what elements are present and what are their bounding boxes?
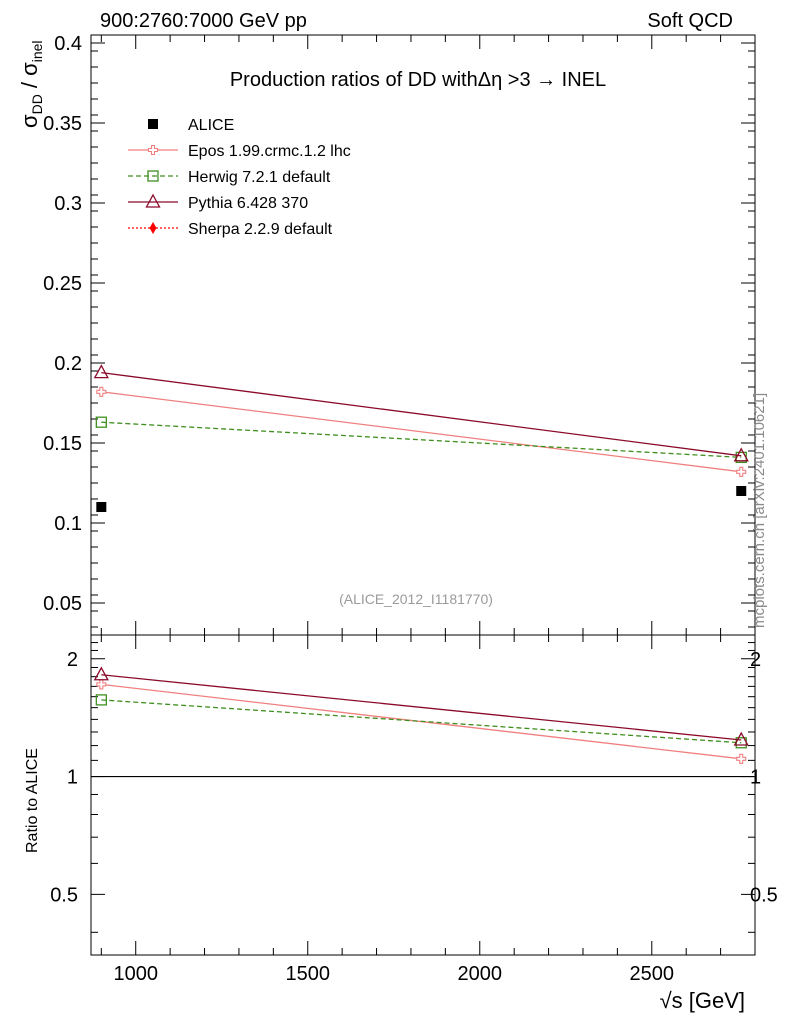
legend-label: Herwig 7.2.1 default xyxy=(188,169,331,186)
data-point xyxy=(736,466,747,477)
legend-label: ALICE xyxy=(188,117,234,134)
side-credit: mcplots.cern.ch [arXiv:2401.10621] xyxy=(751,393,768,628)
legend-marker xyxy=(145,193,161,208)
header-right: Soft QCD xyxy=(647,10,733,32)
x-tick-label: 2500 xyxy=(630,963,675,985)
x-tick-label: 1500 xyxy=(285,963,330,985)
data-point xyxy=(96,386,107,397)
data-point xyxy=(736,486,747,496)
legend-label: Epos 1.99.crmc.1.2 lhc xyxy=(188,143,351,160)
data-point xyxy=(733,447,749,462)
x-axis-label: √s [GeV] xyxy=(660,988,745,1013)
ratio-data-point xyxy=(95,694,107,706)
legend-marker xyxy=(147,144,159,156)
legend-marker xyxy=(149,222,157,234)
header-left: 900:2760:7000 GeV pp xyxy=(100,10,307,32)
y-tick-label: 0.25 xyxy=(43,273,82,295)
legend-marker xyxy=(148,119,158,129)
y-tick-label: 0.05 xyxy=(43,593,82,615)
ratio-data-point xyxy=(736,753,747,764)
ratio-y-tick-label-right: 0.5 xyxy=(750,884,778,906)
ratio-y-tick-label: 2 xyxy=(67,649,78,671)
ratio-y-tick-label-right: 2 xyxy=(750,649,761,671)
ratio-y-tick-label: 0.5 xyxy=(50,884,78,906)
legend-label: Sherpa 2.2.9 default xyxy=(188,221,333,238)
y-tick-label: 0.4 xyxy=(54,33,82,55)
data-point xyxy=(93,364,109,379)
data-point xyxy=(95,416,107,428)
legend-marker xyxy=(147,170,159,182)
series-line xyxy=(101,421,742,459)
y-tick-label: 0.35 xyxy=(43,113,82,135)
data-point xyxy=(96,502,107,512)
chart-title: Production ratios of DD withΔη >3 → INEL xyxy=(230,69,606,91)
ratio-y-tick-label-right: 1 xyxy=(750,767,761,789)
ratio-data-point xyxy=(733,731,749,746)
ratio-frame xyxy=(90,634,756,956)
ratio-y-tick-label: 1 xyxy=(67,767,78,789)
y-axis-label-ratio: Ratio to ALICE xyxy=(24,748,41,853)
y-tick-label: 0.3 xyxy=(54,193,82,215)
y-label-sub-inel: inel xyxy=(29,40,45,62)
x-tick-label: 1000 xyxy=(113,963,158,985)
y-label-sigma: σ xyxy=(17,114,42,128)
series-line xyxy=(101,371,742,457)
y-tick-label: 0.15 xyxy=(43,433,82,455)
y-label-sep: / σ xyxy=(17,62,42,94)
ratio-series-line xyxy=(101,674,742,741)
legend-label: Pythia 6.428 370 xyxy=(188,195,308,212)
ratio-data-point xyxy=(93,666,109,681)
y-label-sub-dd: DD xyxy=(29,94,45,114)
series-line xyxy=(101,391,742,473)
y-tick-label: 0.1 xyxy=(54,513,82,535)
x-tick-label: 2000 xyxy=(458,963,503,985)
analysis-watermark: (ALICE_2012_I1181770) xyxy=(339,591,493,607)
ratio-data-point xyxy=(96,679,107,690)
y-axis-label-main: σDD / σinel xyxy=(17,40,45,128)
y-tick-label: 0.2 xyxy=(54,353,82,375)
ratio-series-line xyxy=(101,699,742,744)
